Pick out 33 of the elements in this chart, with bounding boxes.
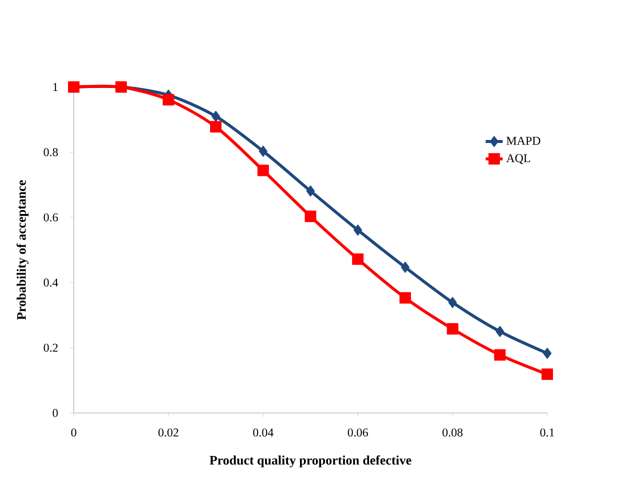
- point: [399, 292, 411, 304]
- legend-label: MAPD: [506, 136, 540, 145]
- legend-label: AQL: [506, 154, 530, 164]
- x-tick-label: 0: [71, 428, 76, 436]
- y-tick-label: 0.4: [44, 278, 58, 287]
- y-tick-label: 0: [52, 408, 58, 417]
- point: [257, 164, 269, 176]
- x-axis-title: Product quality proportion defective: [210, 455, 412, 468]
- point: [211, 110, 220, 122]
- x-tick-label: 0.02: [158, 428, 178, 436]
- point: [258, 145, 268, 157]
- point: [353, 224, 362, 236]
- y-tick-label: 0.2: [44, 344, 58, 352]
- x-tick-label: 0.08: [442, 428, 463, 436]
- point: [448, 296, 457, 308]
- point: [210, 120, 222, 132]
- point: [542, 368, 553, 380]
- x-tick-label: 0.04: [253, 428, 274, 436]
- x-tick-label: 0.06: [348, 428, 368, 436]
- point: [542, 347, 552, 359]
- point: [304, 210, 316, 222]
- y-tick-label: 1: [53, 82, 58, 91]
- y-tick-label: 0.6: [44, 213, 58, 222]
- point: [494, 349, 506, 361]
- point: [400, 261, 410, 273]
- x-tick-label: 0.1: [540, 428, 554, 436]
- point: [496, 326, 504, 338]
- point: [446, 323, 458, 335]
- y-axis-title: Probability of acceptance: [16, 180, 28, 320]
- point: [306, 185, 315, 197]
- point: [352, 253, 364, 265]
- y-tick-label: 0.8: [44, 148, 58, 156]
- point: [162, 94, 174, 106]
